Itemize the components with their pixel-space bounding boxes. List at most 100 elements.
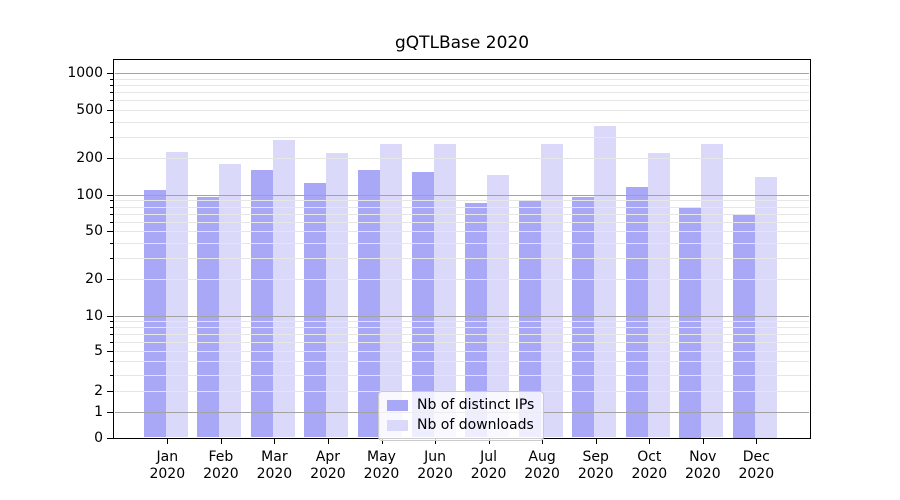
gridline-major — [115, 194, 809, 196]
legend-label-distinct-ips: Nb of distinct IPs — [417, 397, 535, 413]
x-axis-tick — [649, 438, 651, 444]
legend-swatch-downloads-icon — [387, 420, 408, 431]
gridline-minor — [115, 85, 809, 87]
x-axis-tick — [595, 438, 597, 444]
gridline-minor — [115, 158, 809, 160]
y-axis-minor-tick — [110, 200, 114, 202]
x-axis-tick-label: Oct 2020 — [631, 448, 668, 482]
gridline-minor — [115, 243, 809, 244]
y-axis-tick — [107, 391, 114, 392]
y-axis-minor-tick — [110, 333, 114, 335]
gridline-minor — [115, 213, 809, 215]
y-axis-tick — [107, 279, 114, 281]
y-axis-minor-tick — [110, 85, 114, 87]
chart-legend: Nb of distinct IPs Nb of downloads — [378, 391, 544, 441]
gridline-minor — [115, 206, 809, 208]
gridline-minor — [115, 136, 809, 138]
y-axis-minor-tick — [110, 100, 114, 102]
bar-distinct-ips-mar — [250, 169, 273, 438]
x-axis-tick-label: Nov 2020 — [684, 448, 721, 482]
gridline-minor — [115, 350, 809, 352]
bar-downloads-aug — [540, 144, 563, 438]
y-axis-minor-tick — [110, 361, 114, 363]
y-axis-tick-label: 0 — [94, 429, 103, 446]
bar-distinct-ips-sep — [572, 197, 595, 438]
x-axis-tick-label: Jul 2020 — [470, 448, 507, 482]
gridline-minor — [115, 279, 809, 281]
gridline-minor — [115, 341, 809, 343]
y-axis-minor-tick — [110, 121, 114, 123]
y-axis-tick-label: 100 — [76, 186, 103, 203]
x-axis-tick-label: Dec 2020 — [738, 448, 775, 482]
gridline-minor — [115, 109, 809, 111]
y-axis-tick-label: 2 — [94, 383, 103, 399]
y-axis-tick-label: 1000 — [67, 65, 103, 82]
x-axis-tick — [542, 438, 544, 444]
x-axis-tick — [381, 438, 383, 444]
gridline-minor — [115, 327, 809, 329]
x-axis-tick-label: Apr 2020 — [310, 448, 346, 482]
bar-downloads-oct — [647, 153, 670, 438]
y-axis-minor-tick — [110, 78, 114, 80]
x-axis-tick — [327, 438, 329, 444]
gridline-minor — [115, 321, 809, 322]
gridline-minor — [115, 374, 809, 376]
x-axis-tick — [274, 438, 276, 444]
y-axis-minor-tick — [110, 92, 114, 94]
gridline-minor — [115, 78, 809, 80]
bar-downloads-apr — [326, 153, 349, 438]
y-axis-tick — [107, 350, 114, 352]
gridline-minor — [115, 121, 809, 123]
y-axis-tick-label: 200 — [76, 150, 103, 167]
y-axis-tick — [107, 231, 114, 233]
y-axis-tick-label: 1 — [94, 404, 103, 421]
gridline-major — [115, 315, 809, 317]
y-axis-tick — [107, 73, 114, 75]
x-axis-tick — [488, 438, 490, 444]
bar-downloads-mar — [272, 140, 295, 438]
bar-distinct-ips-jan — [143, 189, 166, 438]
gridline-minor — [115, 92, 809, 94]
y-axis-minor-tick — [110, 213, 114, 215]
x-axis-tick-label: Sep 2020 — [577, 448, 614, 482]
y-axis-tick — [107, 315, 114, 317]
x-axis-tick-label: Feb 2020 — [203, 448, 239, 482]
bar-distinct-ips-feb — [197, 197, 220, 438]
bar-downloads-sep — [594, 125, 617, 438]
legend-swatch-distinct-ips-icon — [387, 400, 408, 411]
y-axis-tick-label: 50 — [85, 223, 103, 240]
bar-distinct-ips-oct — [625, 187, 648, 438]
y-axis-minor-tick — [110, 327, 114, 329]
gridline-minor — [115, 100, 809, 102]
y-axis-minor-tick — [110, 321, 114, 322]
x-axis-tick — [702, 438, 704, 444]
x-axis-tick-label: May 2020 — [363, 448, 400, 482]
y-axis-minor-tick — [110, 243, 114, 244]
x-axis-tick-label: Mar 2020 — [256, 448, 293, 482]
y-axis-tick — [107, 158, 114, 160]
gridline-major — [115, 73, 809, 75]
y-axis-minor-tick — [110, 258, 114, 260]
bar-downloads-jul — [487, 175, 510, 438]
y-axis-tick-label: 20 — [85, 271, 103, 288]
x-axis-tick-label: Jan 2020 — [149, 448, 186, 482]
bar-distinct-ips-nov — [679, 206, 702, 438]
x-axis-tick — [167, 438, 169, 444]
legend-item-downloads: Nb of downloads — [387, 417, 535, 434]
chart-title: gQTLBase 2020 — [394, 33, 530, 53]
bar-distinct-ips-apr — [304, 182, 327, 438]
gridline-minor — [115, 258, 809, 260]
y-axis-tick-label: 5 — [94, 342, 103, 359]
y-axis-tick — [107, 109, 114, 111]
bar-downloads-feb — [219, 163, 242, 438]
y-axis-tick-label: 500 — [76, 101, 103, 118]
bar-distinct-ips-jun — [411, 171, 434, 438]
gridline-minor — [115, 361, 809, 363]
bar-distinct-ips-may — [358, 169, 380, 438]
bar-downloads-jun — [433, 144, 456, 438]
x-axis-tick — [435, 438, 437, 444]
gridline-minor — [115, 221, 809, 223]
bar-downloads-may — [380, 144, 402, 438]
gridline-minor — [115, 333, 809, 335]
legend-label-downloads: Nb of downloads — [417, 417, 534, 433]
